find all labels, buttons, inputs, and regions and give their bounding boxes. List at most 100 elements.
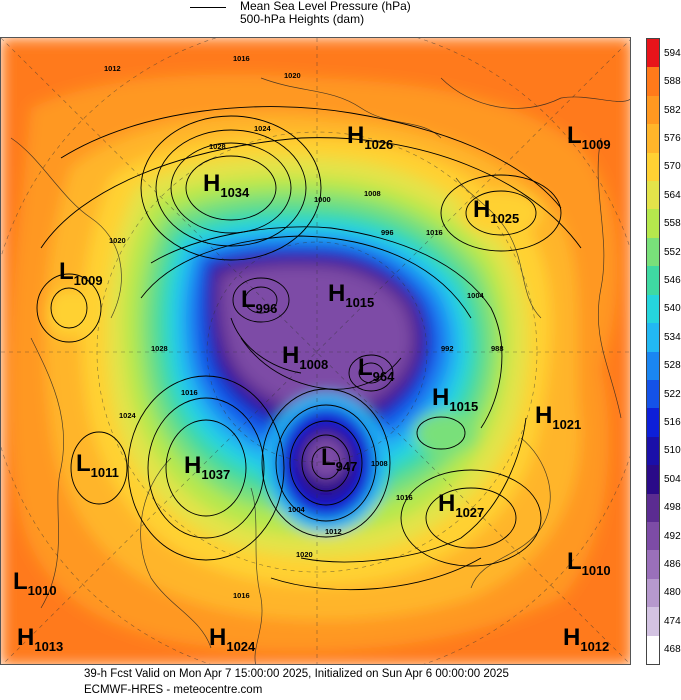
isobar-label: 1020	[109, 236, 126, 245]
pressure-center-label: H1027	[438, 490, 484, 520]
pressure-center-label: L1010	[13, 568, 57, 598]
isobar-label: 1016	[233, 591, 250, 600]
pressure-center-type: L	[567, 548, 582, 575]
pressure-center-type: H	[17, 624, 35, 651]
isobar-label: 1016	[233, 54, 250, 63]
pressure-center-type: H	[432, 384, 450, 411]
colorbar-level-label: 522	[664, 388, 681, 400]
weather-map: 1012 1016 1020 1024 1028 1000 1008 996 9…	[0, 37, 631, 665]
forecast-valid-time: 39-h Fcst Valid on Mon Apr 7 15:00:00 20…	[84, 668, 509, 680]
legend-isobar-line-sample	[190, 7, 226, 8]
height-colorbar	[646, 38, 660, 665]
colorbar-cell	[647, 493, 659, 523]
pressure-center-type: H	[209, 624, 227, 651]
pressure-center-label: H1025	[473, 196, 519, 226]
pressure-center-label: H1012	[563, 626, 609, 654]
isobar-label: 1020	[296, 550, 313, 559]
pressure-center-value: 1009	[73, 273, 103, 288]
pressure-center-value: 1008	[299, 357, 329, 372]
isobar-label: 1012	[104, 64, 121, 73]
map-canvas: 1012 1016 1020 1024 1028 1000 1008 996 9…	[1, 38, 630, 664]
pressure-center-value: 1025	[490, 211, 520, 226]
isobar-label: 1000	[314, 195, 331, 204]
pressure-center-type: L	[59, 258, 74, 285]
colorbar-level-label: 480	[664, 587, 681, 599]
legend-heights-label: 500-hPa Heights (dam)	[240, 12, 365, 26]
map-legend: Mean Sea Level Pressure (hPa) 500-hPa He…	[190, 0, 490, 30]
pressure-center-label: L996	[241, 286, 277, 316]
pressure-center-type: L	[13, 568, 28, 595]
graticule-layer	[1, 38, 630, 664]
colorbar-cell	[647, 323, 659, 352]
colorbar-level-label: 504	[664, 473, 681, 485]
pressure-center-type: H	[282, 342, 300, 369]
isobar-label: 1016	[396, 493, 413, 502]
pressure-center-type: H	[473, 196, 491, 223]
colorbar-level-label: 576	[664, 132, 681, 144]
pressure-center-label: L1011	[76, 450, 119, 480]
colorbar-cell	[647, 607, 659, 637]
pressure-center-value: 947	[335, 459, 358, 474]
pressure-center-value: 1021	[552, 417, 582, 432]
colorbar-level-label: 546	[664, 274, 681, 286]
colorbar-cell	[647, 266, 659, 296]
colorbar-cell	[647, 521, 659, 551]
isobar-label: 1028	[151, 344, 168, 353]
colorbar-level-label: 510	[664, 445, 681, 457]
isobar-label: 1024	[254, 124, 272, 133]
colorbar-cell	[647, 39, 659, 68]
colorbar-level-label: 588	[664, 76, 681, 88]
isobar-label: 1008	[371, 459, 388, 468]
pressure-center-type: H	[438, 490, 456, 517]
pressure-center-label: H1015	[328, 282, 374, 310]
pressure-center-type: L	[321, 444, 336, 471]
pressure-center-value: 1010	[27, 583, 57, 598]
pressure-center-label: H1008	[282, 342, 328, 372]
isobar-label: 988	[491, 344, 504, 353]
colorbar-cell	[647, 408, 659, 438]
pressure-center-label: H1034	[203, 170, 249, 200]
isobar-label: 1008	[364, 189, 381, 198]
pressure-center-type: L	[241, 286, 256, 313]
colorbar-level-label: 492	[664, 530, 681, 542]
colorbar-cell	[647, 209, 659, 239]
pressure-center-value: 1015	[449, 399, 479, 414]
pressure-center-value: 1024	[226, 639, 256, 654]
pressure-center-type: H	[347, 122, 365, 149]
colorbar-cell	[647, 635, 659, 665]
isobar-label: 1012	[325, 527, 342, 536]
pressure-center-value: 1011	[90, 465, 119, 480]
colorbar-cell	[647, 436, 659, 466]
pressure-center-value: 1010	[581, 563, 611, 578]
colorbar-cell	[647, 550, 659, 580]
pressure-center-value: 1037	[201, 467, 231, 482]
isobar-label: 1028	[209, 142, 226, 151]
pressure-center-value: 964	[372, 369, 395, 384]
colorbar-level-label: 594	[664, 47, 681, 59]
height-fill-layer	[1, 38, 630, 664]
pressure-center-value: 1009	[581, 137, 611, 152]
pressure-center-label: L947	[321, 444, 357, 474]
colorbar-level-label: 582	[664, 104, 681, 116]
colorbar-cell	[647, 379, 659, 409]
pressure-center-type: H	[535, 402, 553, 429]
pressure-center-type: L	[358, 354, 373, 381]
colorbar-level-label: 552	[664, 246, 681, 258]
colorbar-level-label: 570	[664, 161, 681, 173]
pressure-center-value: 996	[255, 301, 278, 316]
pressure-center-type: H	[203, 170, 221, 197]
pressure-center-value: 1015	[345, 295, 375, 310]
colorbar-level-label: 558	[664, 218, 681, 230]
pressure-center-type: H	[184, 452, 202, 479]
pressure-center-label: L1009	[567, 124, 611, 152]
colorbar-cell	[647, 124, 659, 154]
pressure-center-value: 1026	[364, 137, 394, 152]
colorbar-cell	[647, 95, 659, 125]
pressure-center-label: H1021	[535, 402, 581, 432]
isobar-label: 1020	[284, 71, 301, 80]
colorbar-level-label: 498	[664, 502, 681, 514]
colorbar-cell	[647, 67, 659, 97]
colorbar-level-label: 534	[664, 331, 681, 343]
isobar-label: 1004	[288, 505, 306, 514]
pressure-center-type: L	[76, 450, 91, 477]
